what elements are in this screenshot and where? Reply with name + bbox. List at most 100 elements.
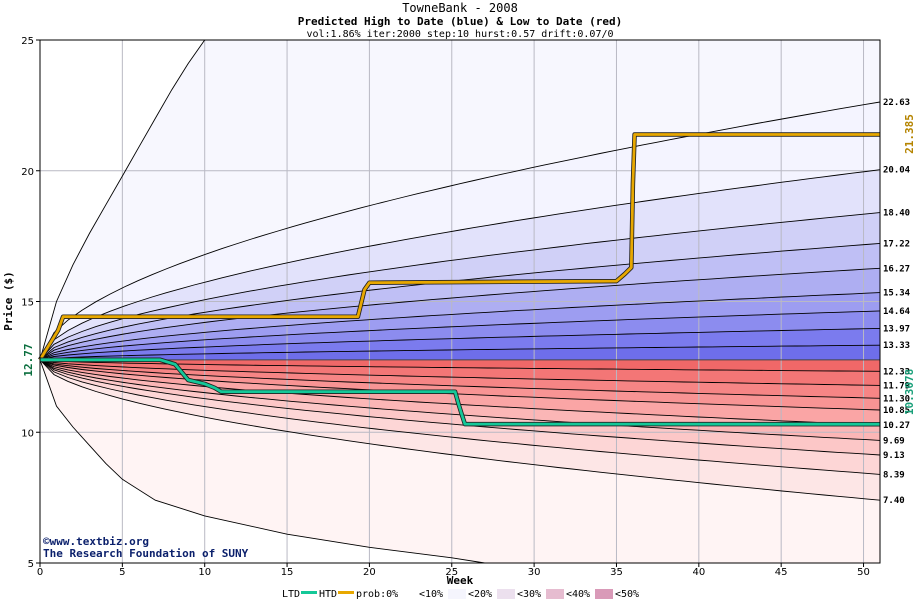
- series-lines: [38, 132, 881, 427]
- chart-params: vol:1.86% iter:2000 step:10 hurst:0.57 d…: [306, 29, 613, 40]
- legend: LTD HTD prob:0% <10% <20% <30% <40% <50%: [282, 589, 639, 600]
- legend-prob0-swatch: [399, 589, 417, 599]
- band-boundary-line: [39, 344, 881, 361]
- x-tick-label: 50: [857, 567, 870, 578]
- legend-ltd-label: LTD: [282, 589, 300, 600]
- credit-foundation: The Research Foundation of SUNY: [43, 547, 249, 560]
- x-axis-ticks: 0 5 10 15 20 25 30 35 40 45 50: [37, 563, 870, 578]
- credit-website: ©www.textbiz.org: [43, 535, 149, 548]
- chart-title: TowneBank - 2008: [402, 1, 518, 15]
- x-tick-label: 10: [198, 567, 211, 578]
- start-price-label: 12.77: [22, 343, 35, 376]
- legend-htd-label: HTD: [319, 589, 337, 600]
- band-boundary-line: [39, 327, 881, 361]
- y-tick-label: 5: [28, 559, 34, 570]
- band-boundary-line: [39, 359, 881, 372]
- htd-final-label: 21.385: [903, 114, 916, 154]
- grid-lines: [40, 39, 880, 564]
- x-tick-label: 35: [610, 567, 623, 578]
- ltd-final-label: 10.3078: [903, 369, 916, 415]
- legend-10-label: <10%: [419, 589, 443, 600]
- upper-extreme-area: [40, 40, 880, 360]
- high-band-8: [40, 345, 880, 360]
- level-label: 16.27: [883, 264, 910, 274]
- x-tick-label: 45: [775, 567, 788, 578]
- high-band-2: [40, 212, 880, 360]
- y-tick-label: 15: [21, 298, 34, 309]
- y-axis-label: Price ($): [2, 271, 15, 331]
- y-axis-ticks: 5 10 15 20 25: [21, 36, 40, 570]
- x-tick-label: 20: [363, 567, 376, 578]
- level-label: 9.13: [883, 451, 905, 461]
- level-label: 7.40: [883, 496, 905, 506]
- legend-40-swatch: [595, 589, 613, 599]
- band-boundary-line: [39, 310, 881, 361]
- legend-50-label: <50%: [615, 589, 639, 600]
- x-tick-label: 25: [445, 567, 458, 578]
- x-tick-label: 40: [692, 567, 705, 578]
- level-label: 22.63: [883, 98, 910, 108]
- chart-subtitle: Predicted High to Date (blue) & Low to D…: [298, 15, 623, 28]
- lower-extreme-area: [40, 359, 880, 563]
- high-band-7: [40, 328, 880, 360]
- band-boundary-line: [39, 359, 881, 399]
- band-boundary-line: [39, 101, 881, 361]
- low-band-3: [40, 359, 880, 410]
- level-label: 9.69: [883, 436, 905, 446]
- lower-extreme-line: [39, 359, 485, 564]
- low-band-1: [40, 359, 880, 386]
- level-label: 12.33: [883, 367, 910, 377]
- x-tick-label: 15: [281, 567, 294, 578]
- legend-20-label: <20%: [468, 589, 492, 600]
- x-tick-label: 5: [119, 567, 125, 578]
- band-boundary-line: [39, 359, 881, 456]
- band-boundary-line: [39, 359, 881, 501]
- level-label: 14.64: [883, 307, 911, 317]
- x-tick-label: 0: [37, 567, 43, 578]
- legend-40-label: <40%: [566, 589, 590, 600]
- low-band-6: [40, 359, 880, 455]
- x-axis-label: Week: [447, 574, 474, 587]
- low-band-4: [40, 359, 880, 426]
- level-labels: 22.63 20.04 18.40 17.22 16.27 15.34 14.64 13.97…: [883, 98, 911, 506]
- low-band-2: [40, 359, 880, 399]
- legend-10-swatch: [448, 589, 466, 599]
- band-boundary-line: [39, 292, 881, 361]
- legend-htd-swatch: [338, 591, 354, 594]
- series-htd-line: [38, 133, 880, 361]
- band-boundary-line: [39, 359, 881, 475]
- high-band-1: [40, 169, 880, 360]
- high-band-6: [40, 310, 880, 360]
- upper-extreme-line: [39, 39, 206, 360]
- high-band-3: [40, 243, 880, 360]
- low-band-5: [40, 359, 880, 441]
- y-tick-label: 25: [21, 36, 34, 47]
- level-label: 20.04: [883, 166, 911, 176]
- low-band-7: [40, 359, 880, 475]
- band-boundary-line: [39, 267, 881, 361]
- level-label: 13.97: [883, 324, 910, 334]
- level-label: 18.40: [883, 209, 910, 219]
- y-tick-label: 10: [21, 428, 34, 439]
- level-label: 10.27: [883, 421, 910, 431]
- level-label: 10.85: [883, 406, 910, 416]
- high-band-0: [40, 102, 880, 360]
- band-boundary-line: [39, 169, 881, 361]
- level-label: 13.33: [883, 341, 910, 351]
- level-label: 8.39: [883, 470, 905, 480]
- legend-20-swatch: [497, 589, 515, 599]
- band-boundary-line: [39, 359, 881, 411]
- x-tick-label: 30: [528, 567, 541, 578]
- low-band-8: [40, 359, 880, 501]
- low-band-0: [40, 359, 880, 372]
- level-label: 15.34: [883, 289, 911, 299]
- legend-ltd-swatch: [301, 591, 317, 594]
- legend-30-label: <30%: [517, 589, 541, 600]
- level-label: 11.79: [883, 381, 910, 391]
- y-tick-label: 20: [21, 167, 34, 178]
- band-boundary-line: [39, 212, 881, 361]
- legend-prob0-label: prob:0%: [356, 589, 398, 600]
- level-label: 17.22: [883, 239, 910, 249]
- legend-30-swatch: [546, 589, 564, 599]
